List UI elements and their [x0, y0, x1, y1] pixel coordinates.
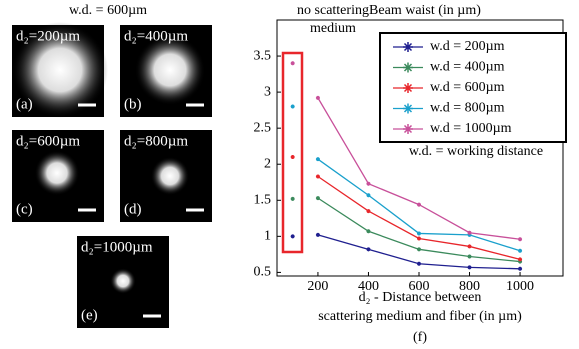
no-scattering-label: medium — [310, 21, 356, 36]
marker — [316, 196, 320, 200]
y-tick-label: 3.5 — [254, 48, 272, 63]
marker — [316, 96, 320, 100]
no-scattering-marker — [291, 61, 295, 65]
legend-label: w.d = 200µm — [430, 39, 505, 54]
no-scattering-marker — [291, 234, 295, 238]
no-scattering-marker — [291, 105, 295, 109]
panel-tag: (c) — [16, 201, 33, 217]
marker — [417, 237, 421, 241]
marker — [366, 247, 370, 251]
marker — [316, 233, 320, 237]
marker — [468, 255, 472, 259]
no-scattering-box — [283, 53, 302, 252]
y-tick-label: 1.5 — [254, 193, 272, 208]
legend-label: w.d = 1000µm — [430, 121, 512, 136]
panel-tag: (f) — [413, 330, 427, 345]
marker — [366, 209, 370, 213]
marker — [518, 249, 522, 253]
spot — [110, 268, 136, 294]
no-scattering-label: no scattering — [297, 3, 369, 18]
legend-marker — [403, 42, 413, 52]
panel-tag: (d) — [124, 201, 142, 217]
panel-tag: (b) — [124, 96, 142, 112]
y-tick-label: 1 — [264, 229, 271, 244]
chart-title: Beam waist (in µm) — [369, 3, 481, 18]
legend-label: w.d = 800µm — [430, 101, 505, 116]
marker — [366, 193, 370, 197]
marker — [518, 267, 522, 271]
y-tick-label: 0.5 — [254, 265, 272, 280]
marker — [518, 237, 522, 241]
legend-marker — [403, 83, 413, 93]
annotation: w.d. = working distance — [409, 144, 543, 159]
marker — [316, 157, 320, 161]
marker — [417, 203, 421, 207]
x-axis-label: d₂ - Distance between — [359, 290, 482, 305]
panel-label: d₂=400µm — [124, 28, 188, 44]
marker — [417, 231, 421, 235]
panel-label: d₂=800µm — [124, 133, 188, 149]
marker — [468, 231, 472, 235]
marker — [366, 229, 370, 233]
panel-label: d₂=200µm — [16, 28, 80, 44]
x-axis-label: scattering medium and fiber (in µm) — [318, 309, 522, 324]
panel-label: d₂=600µm — [16, 133, 80, 149]
x-tick-label: 200 — [307, 279, 328, 294]
legend-marker — [403, 104, 413, 114]
y-tick-label: 2 — [264, 156, 271, 171]
marker — [417, 247, 421, 251]
legend-label: w.d = 600µm — [430, 80, 505, 95]
panel-tag: (a) — [16, 96, 33, 112]
y-tick-label: 2.5 — [254, 120, 272, 135]
figure: w.d. = 600µm d₂=200µm (a) d₂=400µm (b) d₂=60… — [0, 0, 579, 349]
marker — [366, 182, 370, 186]
marker — [417, 262, 421, 266]
spot — [151, 157, 189, 195]
marker — [468, 244, 472, 248]
legend-label: w.d = 400µm — [430, 60, 505, 75]
spot — [35, 151, 80, 196]
legend-marker — [403, 124, 413, 134]
spot — [135, 35, 205, 105]
marker — [316, 174, 320, 178]
panel-title: w.d. = 600µm — [69, 3, 147, 18]
y-tick-label: 3 — [264, 84, 271, 99]
panel-label: d₂=1000µm — [81, 239, 153, 255]
legend-marker — [403, 63, 413, 73]
no-scattering-marker — [291, 155, 295, 159]
marker — [468, 265, 472, 269]
no-scattering-marker — [291, 197, 295, 201]
panel-tag: (e) — [81, 307, 98, 323]
x-tick-label: 1000 — [506, 279, 534, 294]
